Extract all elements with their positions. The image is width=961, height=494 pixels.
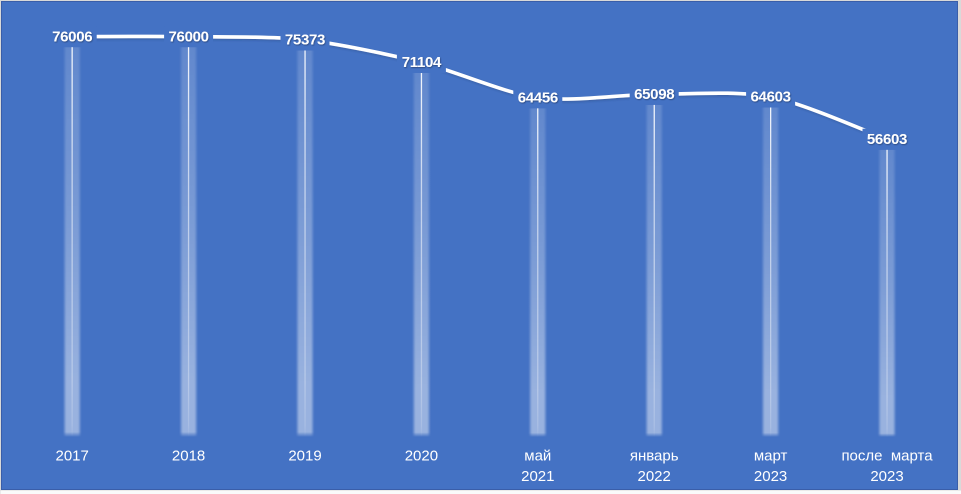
svg-text:март: март: [754, 448, 788, 465]
svg-text:71104: 71104: [402, 54, 442, 71]
svg-text:64603: 64603: [750, 89, 790, 106]
svg-text:2019: 2019: [288, 448, 321, 465]
svg-text:май: май: [524, 448, 551, 465]
svg-text:2022: 2022: [638, 468, 671, 485]
svg-text:после марта: после марта: [841, 448, 933, 465]
svg-text:2021: 2021: [521, 468, 554, 485]
svg-text:75373: 75373: [285, 32, 325, 49]
svg-text:2020: 2020: [405, 448, 438, 465]
svg-text:2018: 2018: [172, 448, 205, 465]
svg-text:январь: январь: [630, 448, 679, 465]
svg-text:2023: 2023: [870, 468, 903, 485]
svg-text:64456: 64456: [518, 89, 558, 106]
svg-text:76006: 76006: [52, 28, 92, 45]
svg-text:76000: 76000: [168, 28, 208, 45]
svg-text:65098: 65098: [634, 86, 674, 103]
svg-text:2017: 2017: [56, 448, 89, 465]
svg-text:2023: 2023: [754, 468, 787, 485]
svg-text:56603: 56603: [867, 131, 907, 148]
